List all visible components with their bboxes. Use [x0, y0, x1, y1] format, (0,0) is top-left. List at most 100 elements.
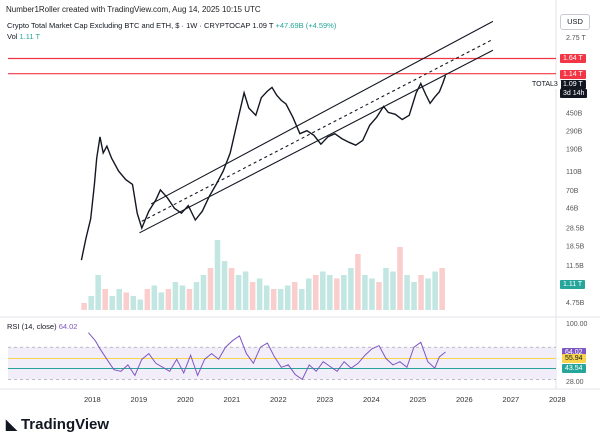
chart-caption: Number1Roller created with TradingView.c…	[6, 5, 261, 14]
volume-bar	[439, 268, 445, 310]
tradingview-mark-icon: ◣	[6, 416, 17, 432]
price-line	[80, 75, 447, 261]
volume-bar	[137, 299, 144, 310]
volume-bar	[116, 289, 122, 310]
price-change: +47.69B (+4.59%)	[275, 21, 337, 30]
rsi-band	[8, 347, 556, 380]
time-tick-label: 2023	[317, 395, 334, 404]
volume-bar	[179, 285, 186, 310]
rsi-tick-label: 100.00	[566, 321, 588, 328]
rsi-mid-badge: 55.94	[562, 354, 586, 364]
symbol-header: Crypto Total Market Cap Excluding BTC an…	[7, 21, 336, 30]
resistance-2-badge: 1.14 T	[560, 69, 586, 79]
volume-bar	[235, 275, 242, 310]
volume-bar	[284, 285, 291, 310]
volume-bar	[81, 303, 87, 310]
volume-bar	[109, 296, 115, 310]
symbol-name[interactable]: Crypto Total Market Cap Excluding BTC an…	[7, 21, 251, 30]
volume-bar	[404, 275, 410, 310]
time-tick-label: 2019	[131, 395, 148, 404]
price-tick-label: 70B	[566, 188, 579, 195]
volume-bar	[298, 289, 305, 310]
price-tick-label: 18.5B	[566, 243, 585, 250]
time-tick-label: 2025	[410, 395, 427, 404]
volume-bar	[362, 275, 368, 310]
volume-bar	[397, 247, 403, 310]
volume-bar	[123, 292, 130, 310]
price-tick-label: 110B	[566, 169, 582, 176]
volume-bar	[214, 240, 221, 310]
volume-bar	[355, 254, 361, 310]
volume-bar	[256, 278, 263, 310]
volume-bar	[172, 282, 179, 310]
volume-bar	[102, 289, 108, 310]
resistance-1-badge: 1.64 T	[560, 53, 586, 63]
volume-label: Vol	[7, 32, 18, 41]
price-tick-label: 11.5B	[566, 263, 584, 270]
volume-legend: Vol 1.11 T	[7, 32, 40, 41]
rsi-value: 64.02	[58, 322, 78, 331]
rsi-legend: RSI (14, close) 64.02	[7, 322, 77, 331]
rsi-line	[88, 332, 446, 381]
volume-bar	[320, 271, 326, 310]
volume-bar	[418, 275, 424, 310]
channel-mid-line	[141, 38, 494, 222]
countdown-badge: 3d 14h	[560, 88, 588, 98]
time-tick-label: 2022	[270, 395, 287, 404]
volume-bar	[327, 275, 333, 310]
time-tick-label: 2026	[456, 395, 473, 404]
volume-bar	[334, 278, 340, 310]
logo-text: TradingView	[20, 416, 110, 433]
rsi-support-badge: 43.54	[562, 364, 586, 374]
volume-bar	[186, 289, 193, 310]
volume-bar	[88, 296, 94, 310]
volume-bar	[228, 268, 235, 310]
volume-bar	[193, 282, 200, 310]
price-tick-label: 2.75 T	[566, 35, 586, 42]
currency-button[interactable]: USD	[560, 14, 590, 30]
channel-upper-line	[150, 20, 494, 205]
volume-bar	[144, 289, 151, 310]
volume-bar	[313, 275, 319, 310]
current-price: 1.09 T	[252, 21, 274, 30]
volume-bar	[348, 268, 354, 310]
volume-bar	[425, 278, 431, 310]
time-tick-label: 2018	[84, 395, 101, 404]
symbol-tag: TOTAL3	[529, 79, 561, 89]
volume-bar	[263, 285, 270, 310]
time-tick-label: 2027	[503, 395, 520, 404]
volume-bar	[341, 275, 347, 310]
volume-bar	[270, 289, 277, 310]
volume-bar	[165, 289, 172, 310]
rsi-label: RSI (14, close)	[7, 322, 57, 331]
volume-bar	[376, 282, 382, 310]
price-tick-label: 4.75B	[566, 300, 585, 307]
volume-bar	[221, 261, 228, 310]
price-tick-label: 290B	[566, 129, 583, 136]
volume-bar	[249, 282, 256, 310]
price-tick-label: 450B	[566, 110, 583, 117]
rsi-value-badge: 64.02	[562, 347, 586, 357]
rsi-tick-label: 28.00	[566, 379, 584, 386]
last-price-badge: 1.09 T	[560, 79, 586, 89]
volume-bar	[383, 268, 389, 310]
volume-bar	[277, 289, 284, 310]
volume-bar	[306, 278, 312, 310]
volume-bar	[158, 292, 165, 310]
volume-bar	[291, 282, 298, 310]
price-tick-label: 28.5B	[566, 225, 585, 232]
tradingview-logo: ◣ TradingView	[6, 416, 109, 433]
volume-bar	[390, 271, 396, 310]
price-tick-label: 190B	[566, 146, 583, 153]
time-tick-label: 2021	[224, 395, 241, 404]
time-tick-label: 2024	[363, 395, 380, 404]
volume-bar	[151, 285, 158, 310]
volume-bar	[207, 268, 214, 310]
volume-bar	[411, 282, 417, 310]
volume-bar	[95, 275, 101, 310]
volume-bar	[200, 275, 207, 310]
time-tick-label: 2020	[177, 395, 194, 404]
channel-lower-line	[139, 49, 494, 234]
volume-value: 1.11 T	[19, 32, 41, 41]
